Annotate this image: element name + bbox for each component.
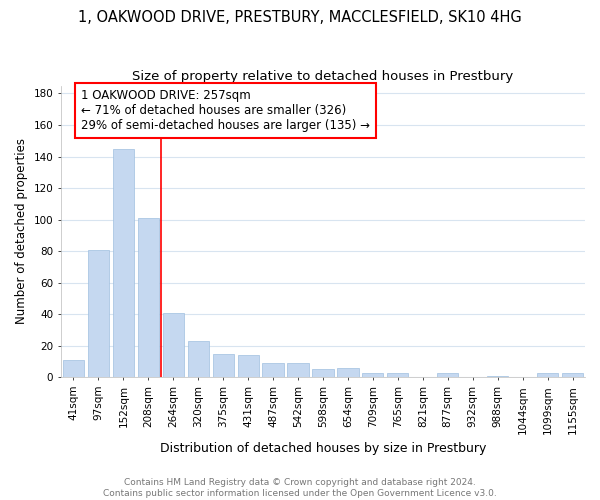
Bar <box>163 312 184 378</box>
Text: Contains HM Land Registry data © Crown copyright and database right 2024.
Contai: Contains HM Land Registry data © Crown c… <box>103 478 497 498</box>
Bar <box>113 148 134 378</box>
Bar <box>362 372 383 378</box>
Bar <box>562 372 583 378</box>
Bar <box>188 341 209 378</box>
Bar <box>212 354 234 378</box>
Bar <box>63 360 84 378</box>
Y-axis label: Number of detached properties: Number of detached properties <box>15 138 28 324</box>
Bar <box>137 218 159 378</box>
Bar <box>337 368 359 378</box>
Bar <box>287 363 308 378</box>
Bar <box>313 370 334 378</box>
Bar <box>88 250 109 378</box>
Bar <box>238 355 259 378</box>
Bar <box>487 376 508 378</box>
Text: 1 OAKWOOD DRIVE: 257sqm
← 71% of detached houses are smaller (326)
29% of semi-d: 1 OAKWOOD DRIVE: 257sqm ← 71% of detache… <box>81 88 370 132</box>
Bar <box>437 372 458 378</box>
Title: Size of property relative to detached houses in Prestbury: Size of property relative to detached ho… <box>133 70 514 83</box>
Text: 1, OAKWOOD DRIVE, PRESTBURY, MACCLESFIELD, SK10 4HG: 1, OAKWOOD DRIVE, PRESTBURY, MACCLESFIEL… <box>78 10 522 25</box>
Bar <box>537 372 558 378</box>
X-axis label: Distribution of detached houses by size in Prestbury: Distribution of detached houses by size … <box>160 442 486 455</box>
Bar <box>387 372 409 378</box>
Bar <box>262 363 284 378</box>
